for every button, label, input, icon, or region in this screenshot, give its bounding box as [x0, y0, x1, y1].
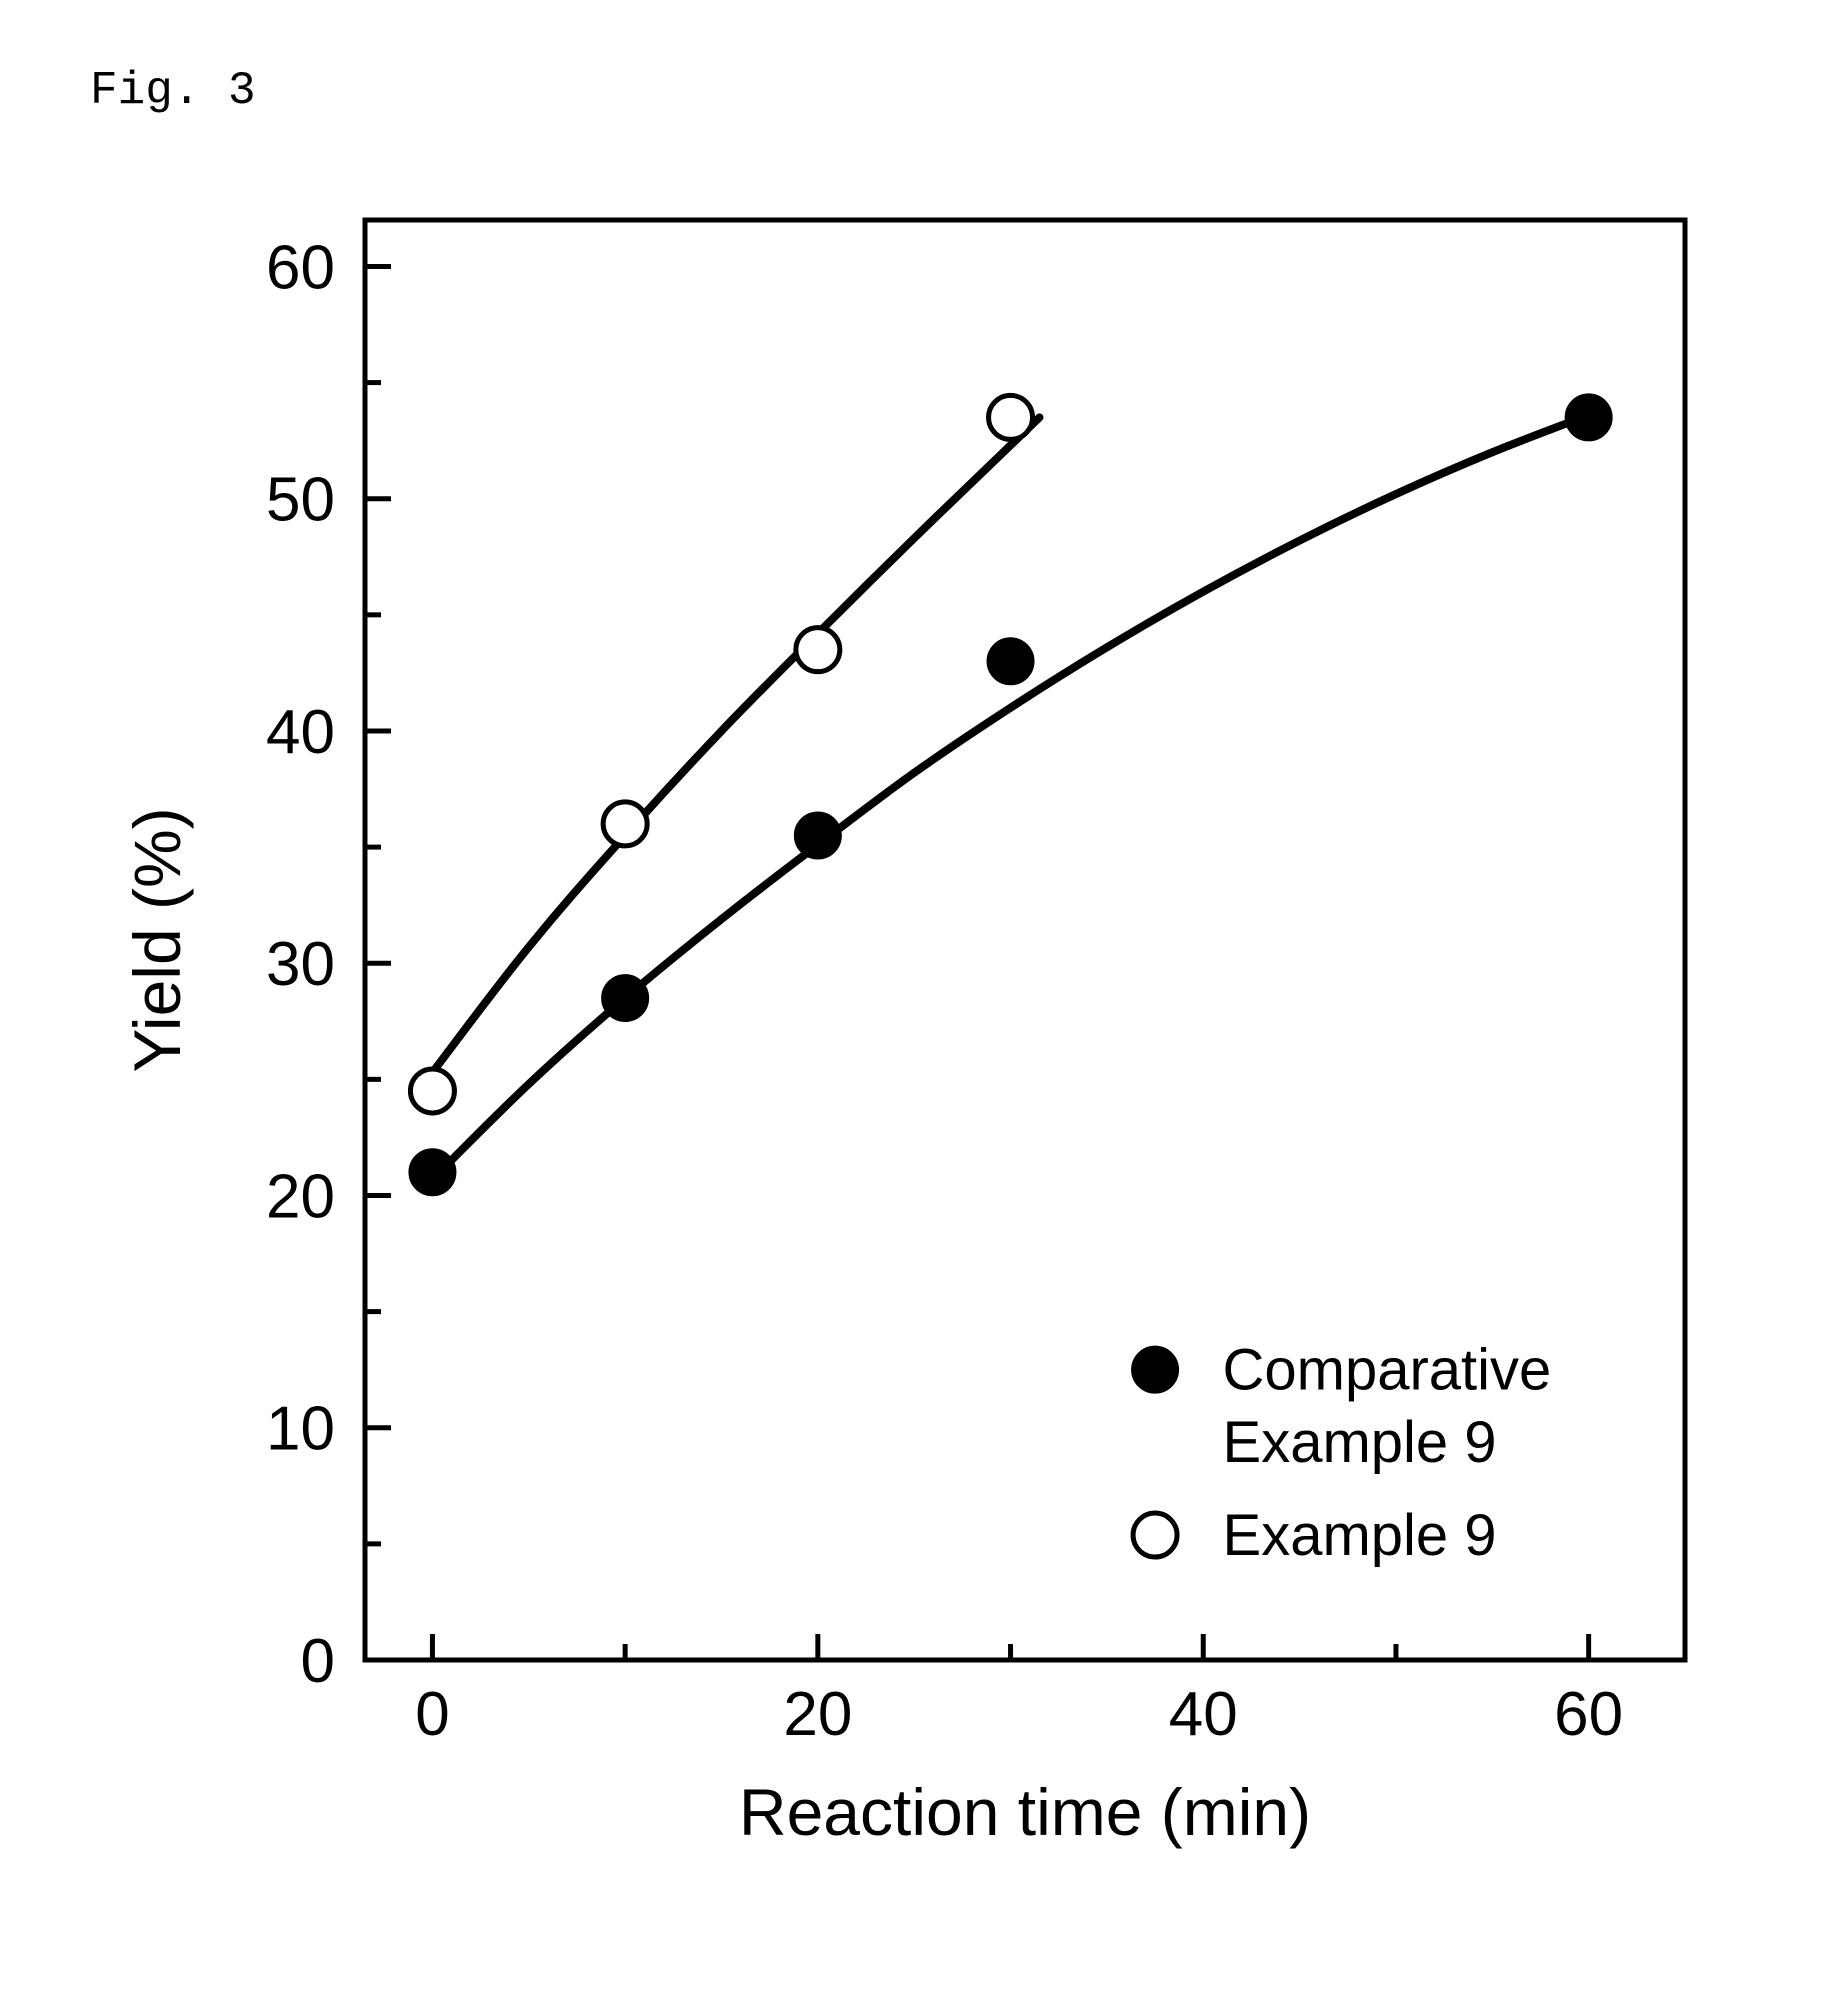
svg-text:Example 9: Example 9 [1223, 1410, 1497, 1475]
svg-text:Reaction time (min): Reaction time (min) [739, 1775, 1311, 1849]
svg-text:30: 30 [266, 930, 335, 999]
svg-text:Yield (%): Yield (%) [120, 807, 194, 1072]
svg-text:50: 50 [266, 466, 335, 535]
yield-vs-time-chart: 0 20 40 60 0 10 20 30 40 50 60 Reaction time (min) Y… [90, 170, 1735, 1940]
svg-text:0: 0 [301, 1627, 335, 1696]
svg-text:Comparative: Comparative [1223, 1338, 1552, 1403]
svg-text:40: 40 [1169, 1680, 1238, 1749]
svg-text:20: 20 [266, 1162, 335, 1231]
svg-text:20: 20 [783, 1680, 852, 1749]
svg-text:10: 10 [266, 1395, 335, 1464]
svg-text:60: 60 [1554, 1680, 1623, 1749]
svg-text:0: 0 [415, 1680, 449, 1749]
chart-container: 0 20 40 60 0 10 20 30 40 50 60 Reaction time (min) Y… [90, 170, 1735, 1940]
page: Fig. 3 0 20 40 60 0 10 20 30 40 50 60 Reaction time… [0, 0, 1825, 2008]
svg-text:60: 60 [266, 233, 335, 302]
svg-text:40: 40 [266, 698, 335, 767]
figure-label: Fig. 3 [90, 65, 256, 117]
svg-text:Example 9: Example 9 [1223, 1503, 1497, 1568]
